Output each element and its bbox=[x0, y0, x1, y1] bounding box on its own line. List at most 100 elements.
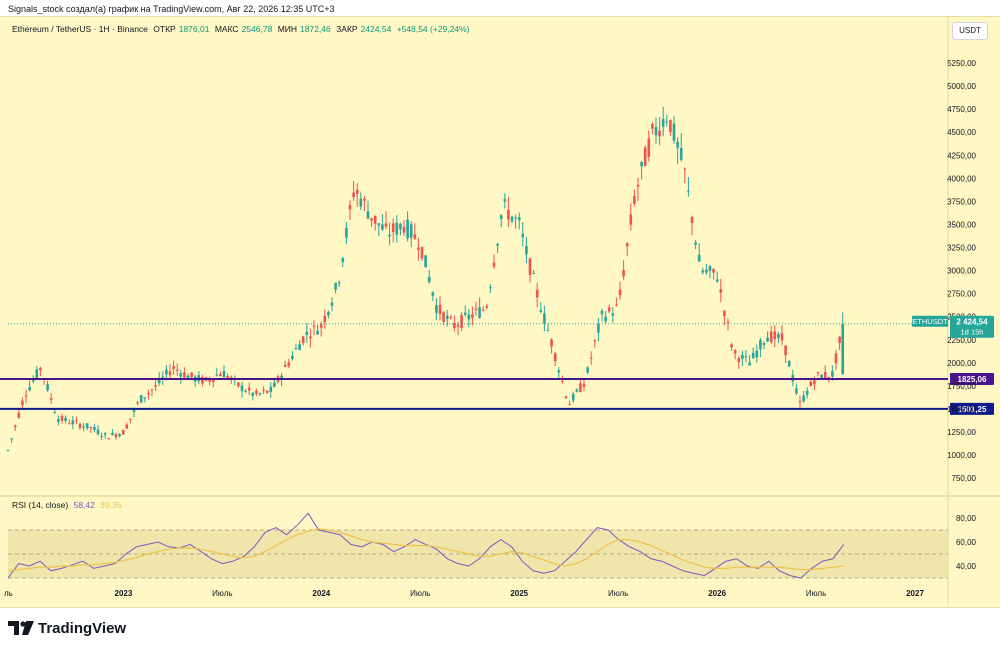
candle-body bbox=[496, 243, 499, 246]
rsi-label[interactable]: RSI (14, close) bbox=[12, 500, 69, 510]
price-tick-label: 2250,00 bbox=[947, 336, 976, 345]
candle-body bbox=[737, 358, 741, 363]
currency-button[interactable]: USDT bbox=[952, 22, 988, 40]
rsi-ma-line bbox=[7, 528, 844, 572]
candle-body bbox=[499, 215, 503, 219]
price-tick-label: 3500,00 bbox=[947, 220, 976, 229]
last-price-label: 2 424,54 bbox=[956, 318, 988, 327]
candle-body bbox=[600, 310, 604, 315]
candle-body bbox=[766, 337, 769, 342]
candle-body bbox=[10, 438, 13, 440]
candle-body bbox=[762, 343, 766, 345]
candle-body bbox=[327, 311, 330, 316]
candle-body bbox=[449, 316, 453, 318]
candle-body bbox=[201, 377, 204, 384]
candle-body bbox=[24, 395, 28, 397]
candle-body bbox=[607, 307, 611, 312]
candle-body bbox=[323, 315, 327, 323]
candle-body bbox=[535, 289, 539, 298]
candle-body bbox=[517, 217, 521, 221]
candle-body bbox=[669, 119, 672, 133]
high-value: 2546,78 bbox=[241, 24, 273, 34]
candle-body bbox=[31, 380, 35, 382]
support-price-tag-2 bbox=[950, 402, 994, 415]
candle-body bbox=[417, 247, 420, 250]
candle-body bbox=[219, 374, 222, 377]
chart-area[interactable] bbox=[0, 16, 1000, 608]
support-price-label-1: 1825,06 bbox=[958, 375, 987, 384]
candle-body bbox=[597, 323, 600, 333]
candle-body bbox=[715, 279, 719, 282]
symbol-name[interactable]: Ethereum / TetherUS · 1H · Binance bbox=[12, 24, 148, 34]
candle-body bbox=[431, 292, 435, 296]
candle-body bbox=[35, 369, 39, 378]
candle-body bbox=[165, 369, 168, 375]
candle-body bbox=[139, 395, 143, 403]
candle-body bbox=[190, 372, 193, 378]
candle-body bbox=[618, 289, 622, 296]
candle-body bbox=[723, 310, 726, 316]
candle-body bbox=[604, 316, 607, 322]
price-axis: 1825,06 1501,25 750,00 1000,00 1250,00 1500,0… bbox=[912, 59, 994, 571]
time-tick-label: 2023 bbox=[115, 589, 133, 598]
candle-body bbox=[208, 379, 211, 382]
candle-body bbox=[420, 246, 424, 259]
candle-body bbox=[654, 127, 658, 136]
candle-body bbox=[125, 424, 129, 429]
candle-body bbox=[751, 352, 755, 359]
candle-body bbox=[687, 190, 690, 192]
candle-body bbox=[463, 312, 467, 315]
candle-body bbox=[665, 121, 669, 123]
candle-body bbox=[625, 243, 629, 247]
candle-body bbox=[838, 336, 841, 343]
candle-body bbox=[21, 400, 24, 406]
candle-body bbox=[377, 223, 381, 226]
time-tick-label: Июль bbox=[608, 589, 628, 598]
candle-body bbox=[298, 344, 301, 351]
candle-body bbox=[701, 270, 705, 273]
candle-body bbox=[28, 387, 31, 391]
candle-body bbox=[532, 273, 535, 275]
candle-body bbox=[672, 123, 676, 141]
candle-body bbox=[373, 215, 377, 224]
candle-body bbox=[294, 348, 298, 350]
candle-body bbox=[805, 390, 809, 395]
candle-body bbox=[49, 397, 53, 400]
close-label: ЗАКР bbox=[336, 24, 358, 34]
candle-body bbox=[179, 373, 183, 377]
candle-body bbox=[647, 138, 651, 157]
candle-body bbox=[467, 314, 471, 320]
candle-body bbox=[827, 376, 831, 378]
candle-body bbox=[136, 402, 139, 404]
candle-body bbox=[291, 355, 294, 360]
candle-body bbox=[222, 371, 226, 378]
tradingview-logo-text: TradingView bbox=[38, 619, 127, 637]
candle-body bbox=[787, 360, 791, 367]
candle-body bbox=[784, 345, 787, 356]
candle-body bbox=[46, 384, 49, 391]
candle-body bbox=[514, 217, 517, 219]
time-tick-label: 2024 bbox=[312, 589, 330, 598]
price-tick-label: 3000,00 bbox=[947, 267, 976, 276]
candle-body bbox=[359, 198, 363, 207]
candle-body bbox=[381, 224, 384, 230]
candle-body bbox=[571, 394, 575, 401]
candle-body bbox=[525, 245, 528, 255]
candle-body bbox=[280, 375, 283, 379]
price-pane bbox=[0, 17, 1000, 605]
candle-body bbox=[730, 344, 733, 348]
support-price-label-2: 1501,25 bbox=[958, 405, 987, 414]
candle-body bbox=[334, 283, 337, 290]
candle-body bbox=[75, 420, 78, 422]
candle-body bbox=[424, 255, 427, 268]
candle-body bbox=[265, 390, 269, 393]
rsi-legend[interactable]: RSI (14, close) 58,42 39,35 bbox=[12, 500, 122, 510]
candle-body bbox=[773, 331, 777, 340]
candle-body bbox=[251, 392, 255, 396]
candle-body bbox=[121, 430, 125, 435]
candle-body bbox=[399, 223, 402, 230]
candle-body bbox=[53, 412, 57, 414]
candle-body bbox=[103, 433, 107, 435]
symbol-legend[interactable]: Ethereum / TetherUS · 1H · Binance ОТКР 1… bbox=[12, 24, 472, 34]
